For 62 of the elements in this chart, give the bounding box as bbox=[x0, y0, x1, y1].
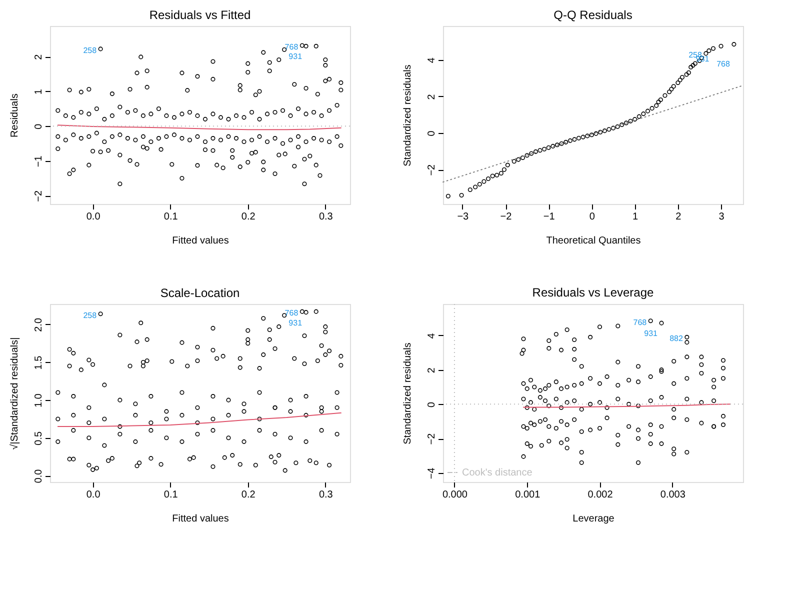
x-tick-label: 0.002 bbox=[588, 490, 614, 500]
x-tick-label: 0.2 bbox=[241, 490, 256, 500]
x-tick-label: 0.003 bbox=[660, 490, 686, 500]
x-tick-label: 0 bbox=[589, 212, 596, 222]
annotation: 768 bbox=[284, 42, 299, 52]
y-tick-label: −4 bbox=[426, 467, 438, 480]
y-tick-label: −1 bbox=[34, 155, 44, 168]
y-tick-label: 0.0 bbox=[34, 468, 44, 484]
y-tick-label: 0 bbox=[426, 401, 438, 408]
x-tick-label: 0.0 bbox=[86, 212, 101, 222]
x-tick-label: 1 bbox=[632, 212, 639, 222]
x-tick-label: 0.1 bbox=[164, 490, 178, 500]
y-axis-title: Residuals bbox=[10, 94, 20, 138]
x-tick-label: 2 bbox=[676, 212, 682, 222]
y-tick-label: −2 bbox=[426, 164, 438, 176]
annotation: 768 bbox=[633, 318, 648, 327]
y-tick-label: 2 bbox=[426, 94, 438, 100]
chart-title: Q-Q Residuals bbox=[554, 8, 632, 22]
x-tick-label: 0.3 bbox=[318, 212, 334, 222]
annotation: 258 bbox=[83, 310, 98, 320]
x-axis-title: Fitted values bbox=[172, 514, 229, 524]
y-tick-label: 4 bbox=[426, 332, 438, 339]
chart-title: Scale-Location bbox=[160, 286, 240, 300]
x-tick-label: 0.001 bbox=[515, 490, 541, 500]
y-tick-label: −2 bbox=[426, 432, 438, 445]
y-tick-label: 2.0 bbox=[34, 318, 44, 332]
annotation: 931 bbox=[644, 329, 658, 338]
line-series bbox=[57, 412, 342, 428]
annotation: 931 bbox=[288, 52, 303, 62]
x-tick-label: 0.3 bbox=[318, 490, 334, 500]
x-tick-label: 0.000 bbox=[442, 490, 468, 500]
chart-title: Residuals vs Fitted bbox=[149, 8, 251, 22]
chart-title: Residuals vs Leverage bbox=[532, 286, 654, 300]
annotation: 258 bbox=[83, 46, 98, 55]
y-axis-title: √|Standardized residuals| bbox=[10, 337, 20, 450]
y-tick-label: 2 bbox=[426, 367, 438, 374]
y-tick-label: −2 bbox=[34, 190, 44, 202]
annotation: 882 bbox=[670, 334, 684, 344]
legend-label: Cook's distance bbox=[462, 468, 533, 478]
y-axis-title: Standardized residuals bbox=[402, 64, 414, 166]
x-tick-label: 0.0 bbox=[86, 490, 101, 500]
x-axis-title: Leverage bbox=[572, 514, 615, 524]
x-tick-label: 0.2 bbox=[241, 212, 256, 222]
y-tick-label: 0 bbox=[34, 123, 44, 130]
annotation: 931 bbox=[288, 318, 303, 328]
x-tick-label: 0.1 bbox=[164, 212, 178, 222]
y-tick-label: 1.5 bbox=[34, 355, 44, 370]
y-tick-label: 0 bbox=[426, 130, 438, 136]
y-axis-title: Standardized residuals bbox=[402, 342, 414, 444]
y-tick-label: 1.0 bbox=[34, 393, 44, 408]
y-tick-label: 0.5 bbox=[34, 431, 44, 446]
y-tick-label: 2 bbox=[34, 54, 44, 60]
y-tick-label: 1 bbox=[34, 88, 44, 95]
annotation: 768 bbox=[284, 308, 299, 318]
x-tick-label: −2 bbox=[500, 212, 512, 222]
x-axis-title: Theoretical Quantiles bbox=[546, 236, 641, 246]
x-tick-label: −3 bbox=[457, 212, 470, 222]
x-tick-label: −1 bbox=[543, 212, 556, 222]
x-axis-title: Fitted values bbox=[172, 236, 229, 246]
y-tick-label: 4 bbox=[426, 57, 438, 64]
annotation: 768 bbox=[716, 59, 730, 68]
x-tick-label: 3 bbox=[718, 212, 725, 222]
